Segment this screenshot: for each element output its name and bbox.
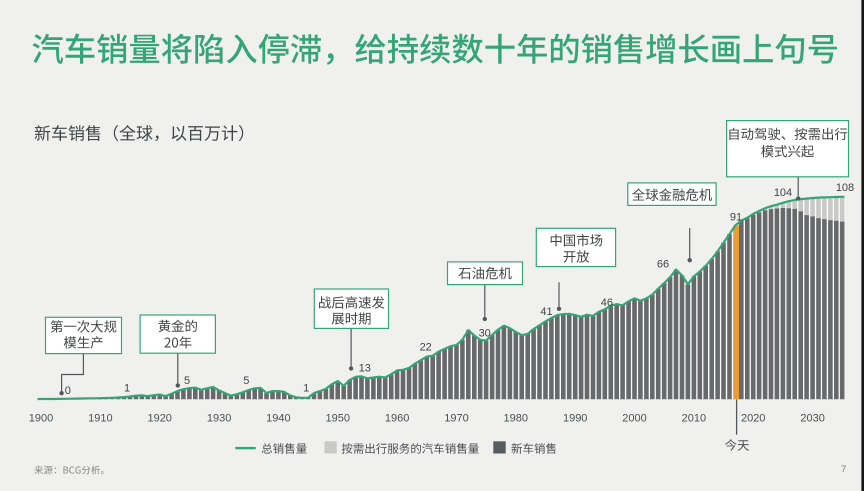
svg-text:1930: 1930 [207, 413, 231, 425]
svg-text:5: 5 [243, 375, 249, 387]
svg-text:5: 5 [184, 375, 190, 387]
svg-text:66: 66 [657, 259, 669, 271]
svg-text:0: 0 [65, 385, 71, 397]
svg-text:1: 1 [124, 383, 130, 395]
svg-text:7: 7 [841, 464, 846, 475]
svg-text:30: 30 [479, 327, 491, 339]
svg-text:104: 104 [774, 187, 792, 199]
svg-text:1990: 1990 [563, 413, 587, 425]
svg-text:108: 108 [836, 182, 854, 194]
svg-text:1940: 1940 [266, 413, 290, 425]
svg-text:1950: 1950 [326, 413, 350, 425]
svg-text:1910: 1910 [88, 413, 112, 425]
svg-text:1980: 1980 [504, 413, 528, 425]
svg-text:1: 1 [303, 383, 309, 395]
svg-text:41: 41 [540, 306, 552, 318]
svg-text:13: 13 [359, 362, 371, 374]
svg-text:1920: 1920 [147, 413, 171, 425]
svg-text:2020: 2020 [741, 413, 765, 425]
svg-text:91: 91 [730, 212, 742, 224]
svg-text:2000: 2000 [622, 413, 646, 425]
svg-text:1960: 1960 [385, 413, 409, 425]
svg-text:46: 46 [601, 297, 613, 309]
svg-text:2010: 2010 [682, 413, 706, 425]
svg-text:2030: 2030 [800, 413, 824, 425]
svg-text:1900: 1900 [29, 413, 53, 425]
svg-text:1970: 1970 [444, 413, 468, 425]
svg-text:22: 22 [420, 342, 432, 354]
